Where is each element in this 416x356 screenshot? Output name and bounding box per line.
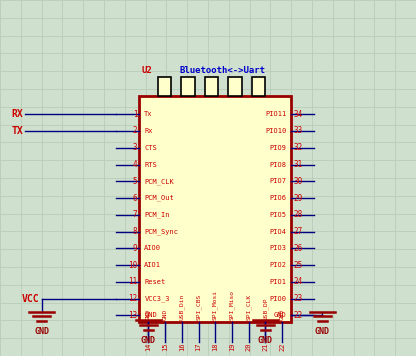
Text: SPI_CBS: SPI_CBS: [196, 294, 201, 320]
Text: 24: 24: [293, 277, 302, 286]
Text: USB_DP: USB_DP: [262, 298, 268, 320]
Text: PCM_In: PCM_In: [144, 211, 170, 218]
Text: PIO9: PIO9: [269, 145, 286, 151]
Text: SPI_Miso: SPI_Miso: [229, 290, 235, 320]
Text: GND: GND: [163, 309, 168, 320]
Text: 25: 25: [293, 261, 302, 269]
Text: PCM_Out: PCM_Out: [144, 195, 174, 201]
Bar: [228, 77, 242, 96]
Text: Rx: Rx: [144, 128, 153, 134]
Text: Bluetooth<->Uart: Bluetooth<->Uart: [180, 66, 266, 75]
Text: 26: 26: [293, 244, 302, 253]
Text: 31: 31: [293, 160, 302, 169]
Text: 20: 20: [246, 343, 252, 351]
Bar: [252, 77, 265, 96]
Bar: [139, 96, 291, 322]
Text: Reset: Reset: [144, 279, 166, 285]
Text: GND: GND: [144, 313, 157, 318]
Text: 19: 19: [229, 343, 235, 351]
Text: 10: 10: [128, 261, 137, 269]
Text: SPI_Mosi: SPI_Mosi: [213, 290, 218, 320]
Text: GND: GND: [280, 309, 285, 320]
Text: 13: 13: [128, 311, 137, 320]
Text: RTS: RTS: [144, 162, 157, 168]
Text: U2: U2: [141, 66, 152, 75]
Text: CTS: CTS: [144, 145, 157, 151]
Text: GND: GND: [258, 336, 273, 345]
Text: AIO1: AIO1: [144, 262, 161, 268]
Text: PIO2: PIO2: [269, 262, 286, 268]
Text: 23: 23: [293, 294, 302, 303]
Text: PIO7: PIO7: [269, 178, 286, 184]
Text: GND: GND: [141, 336, 156, 345]
Text: TX: TX: [11, 126, 23, 136]
Text: 27: 27: [293, 227, 302, 236]
Text: 7: 7: [133, 210, 137, 219]
Text: 8: 8: [133, 227, 137, 236]
Text: 9: 9: [133, 244, 137, 253]
Text: VCC3_3: VCC3_3: [144, 295, 170, 302]
Text: PIO6: PIO6: [269, 195, 286, 201]
Text: PIO10: PIO10: [265, 128, 286, 134]
Text: 5: 5: [133, 177, 137, 186]
Text: PIO4: PIO4: [269, 229, 286, 235]
Text: GND: GND: [34, 327, 49, 336]
Text: RX: RX: [11, 109, 23, 119]
Text: 22: 22: [293, 311, 302, 320]
Text: PIO1: PIO1: [269, 279, 286, 285]
Text: 30: 30: [293, 177, 302, 186]
Text: VCC: VCC: [22, 294, 40, 304]
Text: PIO0: PIO0: [269, 295, 286, 302]
Text: 15: 15: [162, 343, 168, 351]
Text: PIO11: PIO11: [265, 111, 286, 117]
Text: 33: 33: [293, 126, 302, 136]
Text: 28: 28: [293, 210, 302, 219]
Text: PIO8: PIO8: [269, 162, 286, 168]
Text: 16: 16: [179, 343, 185, 351]
Text: PIO3: PIO3: [269, 245, 286, 251]
Text: PIO5: PIO5: [269, 212, 286, 218]
Text: 22: 22: [279, 343, 285, 351]
Bar: [181, 77, 195, 96]
Text: 32: 32: [293, 143, 302, 152]
Text: GND: GND: [315, 327, 330, 336]
Text: 17: 17: [196, 343, 202, 351]
Text: 4: 4: [133, 160, 137, 169]
Text: 11: 11: [128, 277, 137, 286]
Text: 12: 12: [128, 294, 137, 303]
Text: 1: 1: [133, 110, 137, 119]
Text: GND: GND: [273, 313, 286, 318]
Text: 3: 3: [133, 143, 137, 152]
Text: Tx: Tx: [144, 111, 153, 117]
Bar: [158, 77, 171, 96]
Text: 6: 6: [133, 194, 137, 203]
Text: USB_Din: USB_Din: [179, 294, 185, 320]
Bar: [205, 77, 218, 96]
Text: 29: 29: [293, 194, 302, 203]
Text: 2: 2: [133, 126, 137, 136]
Text: 34: 34: [293, 110, 302, 119]
Text: SPI_CLK: SPI_CLK: [246, 294, 252, 320]
Text: 14: 14: [146, 343, 151, 351]
Text: AIO0: AIO0: [144, 245, 161, 251]
Text: GND: GND: [146, 309, 151, 320]
Text: PCM_Sync: PCM_Sync: [144, 228, 178, 235]
Text: 18: 18: [212, 343, 218, 351]
Text: 21: 21: [262, 343, 268, 351]
Text: PCM_CLK: PCM_CLK: [144, 178, 174, 185]
